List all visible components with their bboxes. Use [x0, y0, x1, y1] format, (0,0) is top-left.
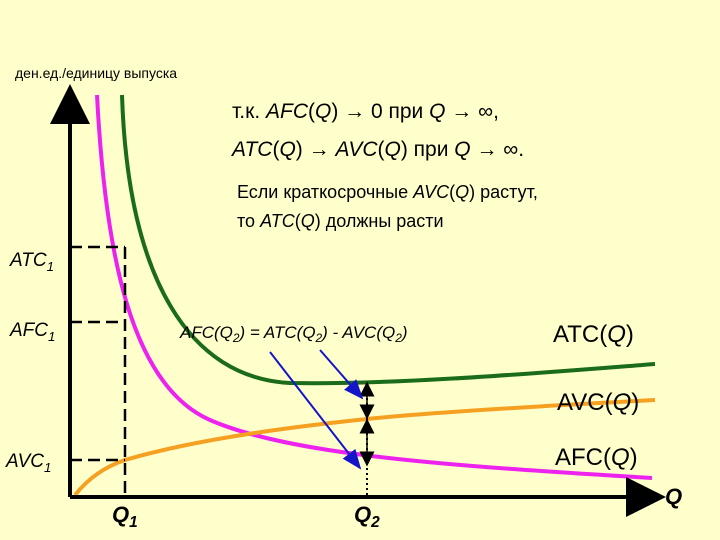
text-part: 1: [44, 460, 51, 475]
text-part: Q: [607, 321, 626, 348]
text-part: Q: [315, 100, 331, 123]
text-part: AFC(: [555, 444, 611, 471]
level-label: ATC1: [9, 250, 54, 274]
text-part: AVC: [412, 182, 450, 202]
text-part: ATC: [230, 138, 273, 161]
curve-label: AFC(Q): [555, 444, 638, 471]
pointer: [269, 351, 362, 470]
text-part: AFC: [9, 320, 48, 341]
text-part: 2: [315, 331, 323, 345]
pointer: [319, 349, 364, 400]
note-line: ATC(Q) → AVC(Q) при Q → ∞.: [230, 138, 524, 161]
afc-curve: [95, 94, 653, 480]
text-part: ATC: [9, 250, 47, 271]
text-part: 2: [370, 514, 380, 531]
level-label: AFC1: [9, 320, 55, 344]
text-part: 2: [394, 331, 402, 345]
text-part: (: [295, 211, 301, 231]
text-part: Q: [112, 502, 129, 527]
text-part: ) →: [296, 138, 336, 161]
text-part: (: [272, 138, 279, 161]
text-part: ) растут,: [469, 182, 538, 202]
note-line: т.к. AFC(Q) → 0 при Q → ∞,: [232, 100, 499, 123]
guides: [70, 245, 127, 497]
avc-curve: [73, 398, 656, 497]
text-part: Q: [385, 138, 401, 161]
text-part: т.к.: [232, 100, 266, 123]
identity: AFC(Q2) = ATC(Q2) - AVC(Q2): [179, 323, 408, 345]
text-part: ) при: [401, 138, 454, 161]
text-part: то: [237, 211, 260, 231]
text-part: ): [630, 444, 638, 471]
text-part: ): [631, 389, 639, 416]
text-part: (: [378, 138, 385, 161]
text-part: ) = ATC(Q: [238, 323, 316, 342]
text-part: ) должны расти: [315, 211, 444, 231]
text-part: → ∞,: [445, 100, 498, 123]
curve-label: ATC(Q): [553, 321, 634, 348]
x-axis-label: Q: [665, 484, 682, 509]
quantity-label: Q2: [354, 502, 380, 531]
text-part: ATC(: [553, 321, 607, 348]
text-part: Q: [455, 182, 469, 202]
note-line: Если краткосрочные AVC(Q) растут,: [237, 182, 538, 202]
text-part: (: [308, 100, 315, 123]
text-part: Q: [613, 389, 632, 416]
quantity-label: Q1: [112, 502, 138, 531]
text-part: ) - AVC(Q: [320, 323, 395, 342]
text-part: Q: [429, 100, 445, 123]
y-axis-label: ден.ед./единицу выпуска: [15, 65, 177, 81]
text-part: AVC: [5, 451, 44, 472]
text-part: 1: [48, 329, 55, 344]
text-part: 1: [47, 259, 54, 274]
text-part: (: [449, 182, 455, 202]
curve-label: AVC(Q): [557, 389, 639, 416]
atc-curve: [120, 94, 656, 386]
text-part: AFC(Q: [179, 323, 233, 342]
text-part: ) → 0 при: [331, 100, 429, 123]
text-part: 2: [232, 331, 240, 345]
text-part: Q: [454, 138, 470, 161]
text-part: AVC(: [557, 389, 613, 416]
text-part: ): [626, 321, 634, 348]
text-part: ): [400, 323, 408, 342]
text-part: ATC: [259, 211, 296, 231]
text-part: Q: [611, 444, 630, 471]
text-part: Q: [279, 138, 295, 161]
text-part: AVC: [333, 138, 378, 161]
text-part: Q: [354, 502, 371, 527]
note-line: то ATC(Q) должны расти: [237, 211, 444, 231]
text-part: Если краткосрочные: [237, 182, 413, 202]
text-part: → ∞.: [471, 138, 524, 161]
level-label: AVC1: [5, 451, 51, 475]
text-part: Q: [301, 211, 315, 231]
text-part: AFC: [264, 100, 309, 123]
text-part: 1: [129, 514, 138, 531]
